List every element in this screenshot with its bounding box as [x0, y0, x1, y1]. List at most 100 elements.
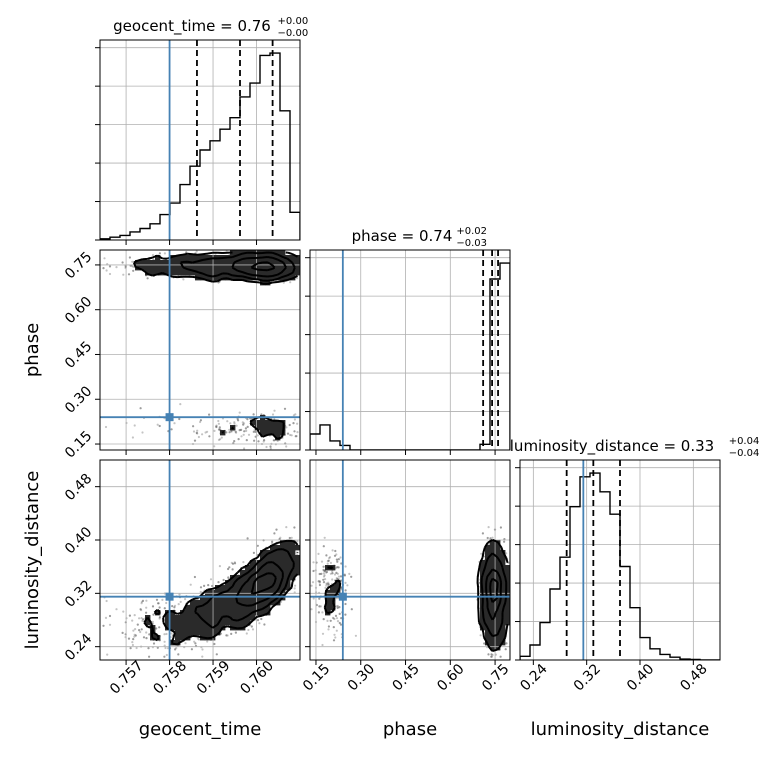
sample-point	[170, 632, 173, 635]
density-cell	[285, 585, 291, 591]
sample-point	[240, 428, 243, 431]
density-cell	[215, 600, 221, 606]
density-cell	[235, 610, 241, 616]
density-cell	[205, 275, 211, 281]
density-cell	[170, 265, 176, 271]
sample-point	[158, 626, 161, 629]
density-cell	[225, 590, 231, 596]
density-cell	[240, 275, 246, 281]
density-cell	[270, 570, 276, 576]
sample-point	[139, 608, 142, 611]
density-cell	[215, 605, 221, 611]
sample-point	[158, 606, 161, 609]
density-cell	[295, 260, 300, 266]
sample-point	[128, 256, 131, 259]
density-cell	[250, 580, 256, 586]
density-cell	[265, 430, 271, 436]
sample-point	[163, 655, 166, 658]
sample-point	[245, 439, 248, 442]
sample-point	[289, 281, 292, 284]
density-cell	[195, 620, 201, 626]
sample-point	[152, 642, 156, 645]
sample-point	[269, 447, 272, 450]
density-cell	[145, 270, 151, 276]
sample-point	[294, 584, 297, 587]
sample-point	[199, 420, 202, 424]
density-cell	[225, 260, 231, 266]
sample-point	[158, 424, 161, 428]
density-cell	[275, 580, 281, 586]
density-cell	[250, 260, 256, 266]
sample-point	[228, 428, 231, 431]
density-cell	[255, 610, 261, 616]
sample-point	[193, 575, 196, 579]
sample-point	[170, 428, 173, 431]
sample-point	[273, 439, 276, 442]
sample-point	[203, 584, 206, 588]
sample-point	[253, 439, 256, 442]
sample-point	[234, 430, 237, 433]
sample-point	[147, 647, 150, 650]
sample-point	[233, 561, 236, 564]
sample-point	[242, 423, 245, 426]
density-cell	[150, 260, 156, 266]
density-cell	[240, 255, 246, 261]
sample-point	[215, 653, 218, 656]
density-cell	[235, 255, 241, 261]
sample-point	[256, 619, 260, 622]
sample-point	[237, 438, 240, 441]
density-cell	[240, 265, 246, 271]
sample-point	[217, 428, 221, 431]
sample-point	[201, 648, 204, 651]
sample-point	[127, 637, 131, 640]
density-cell	[200, 255, 206, 261]
sample-point	[184, 598, 187, 601]
density-cell	[260, 550, 266, 556]
sample-point	[222, 578, 225, 582]
density-cell	[275, 550, 281, 556]
density-cell	[270, 590, 276, 596]
sample-point	[148, 633, 151, 636]
sample-point	[275, 528, 278, 531]
density-cell	[185, 615, 191, 621]
density-cell	[225, 595, 231, 601]
sample-point	[165, 601, 168, 605]
sample-point	[145, 599, 148, 602]
density-cell	[175, 640, 181, 646]
sample-point	[165, 632, 168, 636]
density-cell	[200, 605, 206, 611]
density-cell	[275, 575, 281, 581]
sample-point	[173, 606, 176, 609]
density-cell	[145, 265, 151, 271]
density-cell	[285, 265, 291, 271]
sample-point	[260, 617, 263, 621]
sample-point	[213, 642, 216, 646]
sample-point	[293, 587, 296, 590]
density-cell	[285, 560, 291, 566]
sample-point	[177, 603, 180, 606]
sample-point	[195, 250, 198, 253]
density-cell	[250, 615, 256, 621]
sample-point	[231, 562, 235, 565]
sample-point	[158, 616, 161, 619]
density-cell	[185, 255, 191, 261]
density-cell	[270, 420, 276, 426]
density-cell	[195, 600, 201, 606]
sample-point	[219, 438, 222, 441]
density-cell	[235, 615, 241, 621]
sample-point	[157, 602, 160, 605]
density-cell	[180, 615, 186, 621]
density-cell	[295, 255, 300, 261]
sample-point	[104, 616, 108, 620]
sample-point	[193, 640, 196, 643]
density-cell	[295, 270, 300, 276]
sample-point	[142, 636, 146, 639]
density-cell	[240, 595, 246, 601]
sample-point	[256, 544, 259, 547]
sample-point	[215, 653, 218, 656]
density-cell	[275, 430, 281, 436]
sample-point	[217, 428, 221, 431]
sample-point	[273, 532, 276, 535]
density-cell	[175, 630, 181, 636]
sample-point	[173, 604, 177, 607]
